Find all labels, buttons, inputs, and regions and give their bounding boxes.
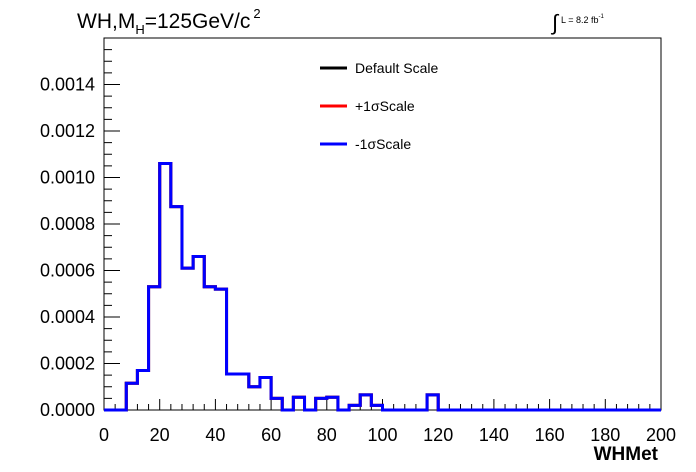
x-tick-label: 140 — [479, 425, 509, 445]
series-line--1-scale — [104, 162, 661, 412]
legend: Default Scale +1σScale -1σScale — [320, 60, 438, 152]
title-superscript: 2 — [253, 6, 261, 21]
x-tick-label: 180 — [590, 425, 620, 445]
title-rest-text: =125GeV/c — [144, 10, 251, 33]
x-tick-label: 20 — [150, 425, 170, 445]
luminosity-text: L = 8.2 fb — [561, 15, 599, 25]
y-tick-label: 0.0002 — [40, 354, 95, 374]
y-tick-label: 0.0008 — [40, 214, 95, 234]
chart-title: WH,MH=125GeV/c 2 — [77, 6, 261, 37]
y-tick-label: 0.0014 — [40, 75, 95, 95]
x-tick-label: 40 — [205, 425, 225, 445]
legend-label: -1σScale — [355, 136, 411, 152]
x-tick-label: 0 — [99, 425, 109, 445]
x-tick-label: 200 — [646, 425, 676, 445]
y-tick-label: 0.0004 — [40, 307, 95, 327]
x-tick-label: 100 — [367, 425, 397, 445]
plot-frame — [103, 37, 662, 411]
legend-label: Default Scale — [355, 60, 438, 76]
title-subscript: H — [135, 22, 145, 37]
luminosity-unit-exponent: -1 — [598, 14, 604, 20]
axis-ticks: 0 20 40 60 80 100 120 140 160 180 200 0.0000 0.0002 0… — [40, 37, 676, 445]
x-tick-label: 160 — [535, 425, 565, 445]
x-tick-label: 80 — [317, 425, 337, 445]
luminosity-label: ∫ L = 8.2 fb-1 — [552, 10, 604, 36]
x-tick-label: 60 — [261, 425, 281, 445]
y-tick-label: 0.0012 — [40, 121, 95, 141]
legend-label: +1σScale — [355, 98, 415, 114]
series-line-default-scale — [104, 162, 661, 412]
x-axis-title: WHMet — [594, 444, 659, 465]
x-tick-label: 120 — [423, 425, 453, 445]
integral-icon: ∫ — [552, 10, 559, 35]
y-tick-label: 0.0010 — [40, 168, 95, 188]
histogram-series — [104, 162, 661, 412]
y-tick-label: 0.0006 — [40, 261, 95, 281]
title-main-text: WH,M — [77, 10, 136, 33]
y-tick-label: 0.0000 — [40, 400, 95, 420]
series-line--1-scale — [104, 162, 661, 412]
